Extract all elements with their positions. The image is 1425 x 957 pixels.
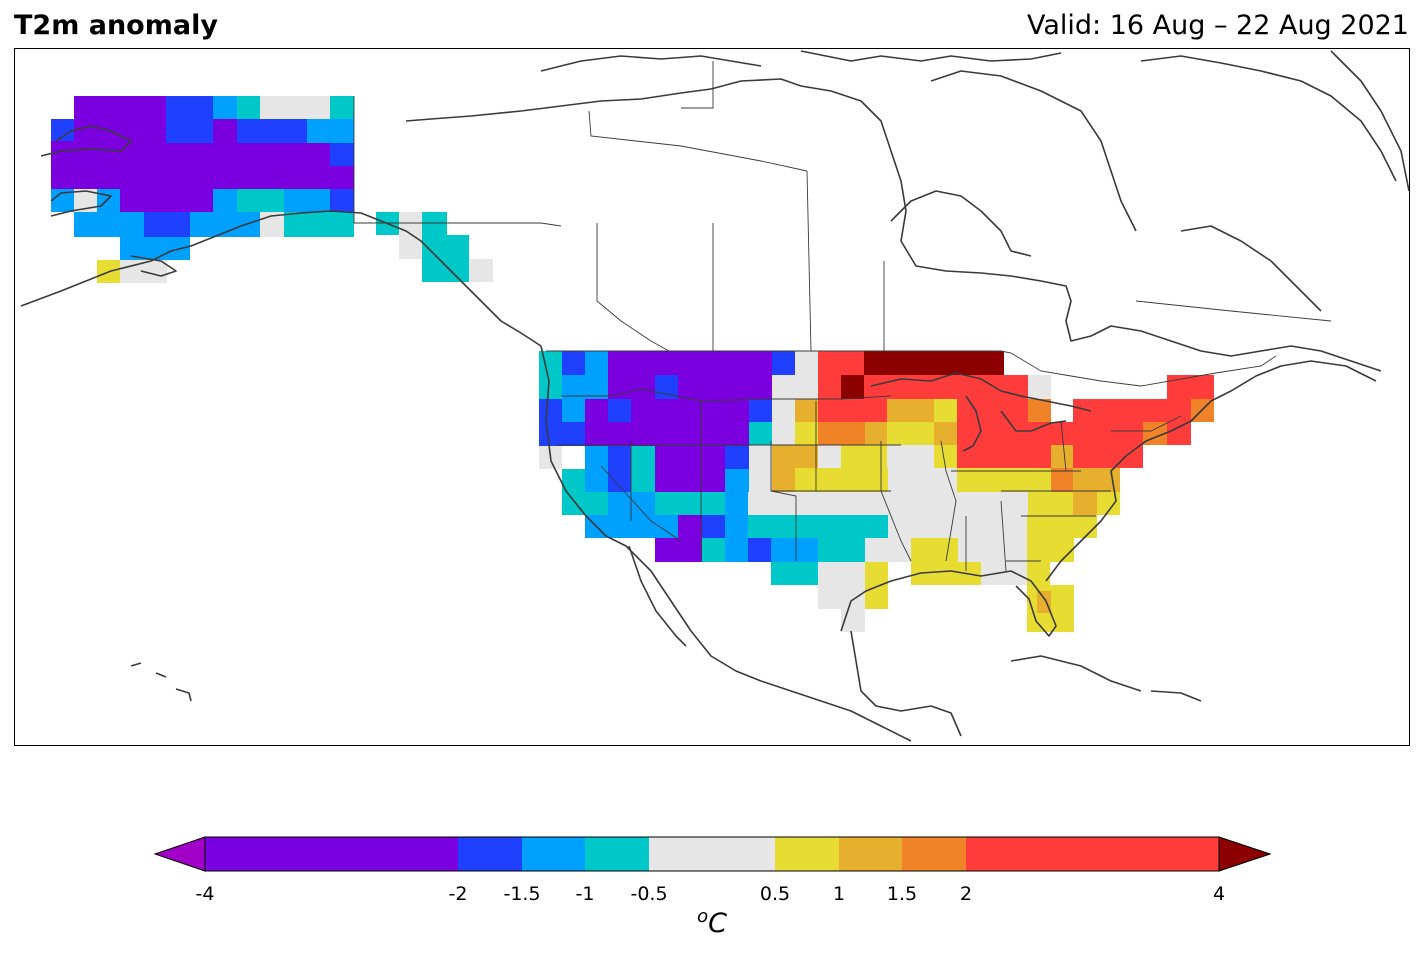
political-borders xyxy=(353,61,1332,572)
colorbar-bin xyxy=(775,837,839,871)
colorbar-tick-label: 1 xyxy=(832,883,846,905)
coastlines xyxy=(20,50,1409,742)
colorbar-unit-label: oC xyxy=(697,906,727,939)
colorbar-over-arrow xyxy=(1218,836,1272,872)
colorbar-outline xyxy=(204,836,1220,872)
colorbar-bin xyxy=(585,837,649,871)
colorbar-tick-label: -2 xyxy=(448,883,468,905)
colorbar-tick-label: -1 xyxy=(575,883,595,905)
colorbar-bin xyxy=(839,837,902,871)
colorbar-bin xyxy=(522,837,585,871)
colorbar-tick-label: 0.5 xyxy=(759,883,791,905)
map-panel xyxy=(14,48,1410,746)
colorbar-tick-label: 2 xyxy=(959,883,973,905)
colorbar-tick-label: -4 xyxy=(195,883,215,905)
colorbar-bin xyxy=(966,837,1219,871)
colorbar-tick-label: 4 xyxy=(1212,883,1226,905)
colorbar-bin xyxy=(458,837,522,871)
valid-period: Valid: 16 Aug – 22 Aug 2021 xyxy=(1026,10,1409,41)
colorbar-bin xyxy=(649,837,775,871)
anomaly-map xyxy=(20,50,1409,742)
colorbar-tick-label: -1.5 xyxy=(503,883,541,905)
colorbar-bin xyxy=(902,837,966,871)
colorbar-bin xyxy=(205,837,458,871)
colorbar-under-arrow xyxy=(153,836,206,872)
map-title: T2m anomaly xyxy=(14,10,218,41)
colorbar-bins xyxy=(205,837,1219,871)
colorbar-tick-label: 1.5 xyxy=(886,883,918,905)
colorbar-tick-label: -0.5 xyxy=(630,883,668,905)
anomaly-grid xyxy=(51,96,1214,632)
